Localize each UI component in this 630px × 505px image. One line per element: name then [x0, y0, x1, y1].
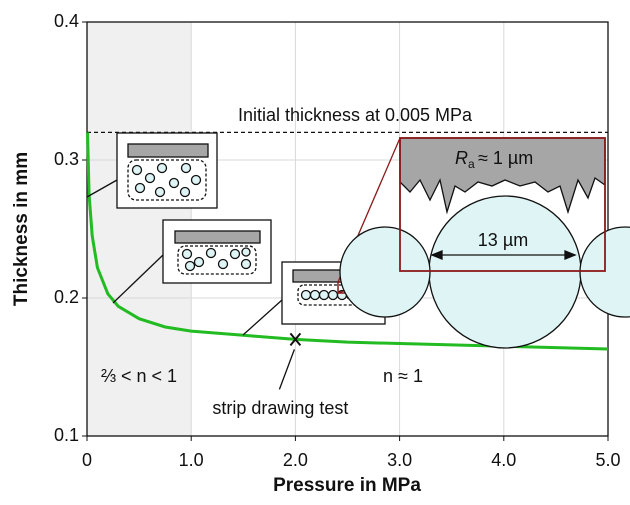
particle	[428, 195, 582, 349]
x-tick-label: 5.0	[595, 450, 620, 470]
leader-line	[242, 299, 283, 336]
sample	[177, 245, 257, 275]
marker-label: strip drawing test	[212, 398, 348, 418]
ra-subscript: a	[468, 157, 475, 171]
y-tick-label: 0.4	[54, 11, 79, 31]
marker-leader	[278, 349, 296, 390]
region-label: ⅔ < n < 1	[101, 366, 177, 386]
reference-label: Initial thickness at 0.005 MPa	[238, 105, 473, 125]
y-tick-label: 0.3	[54, 149, 79, 169]
y-axis-title: Thickness in mm	[11, 152, 32, 306]
rough-surface	[399, 137, 606, 215]
insets	[86, 132, 630, 349]
dimension-arrows	[430, 250, 577, 260]
x-tick-label: 4.0	[491, 450, 516, 470]
y-tick-label: 0.1	[54, 425, 79, 445]
x-tick-label: 3.0	[387, 450, 412, 470]
particles	[181, 247, 252, 272]
sample	[127, 159, 207, 201]
zoom-box	[399, 137, 606, 272]
particle	[339, 226, 431, 318]
ra-text: ≈ 1 µm	[478, 148, 533, 168]
x-tick-label: 2.0	[283, 450, 308, 470]
region-label: n ≈ 1	[383, 366, 423, 386]
leader-line	[86, 179, 118, 198]
particle	[579, 226, 630, 318]
test-marker	[289, 332, 302, 347]
plate	[127, 143, 209, 158]
thickness-curve	[86, 132, 609, 351]
plot-frame	[86, 21, 609, 437]
y-tick-label: 0.2	[54, 287, 79, 307]
x-axis-title: Pressure in MPa	[273, 475, 421, 496]
ra-symbol: R	[455, 148, 468, 168]
x-tick-label: 1.0	[179, 450, 204, 470]
x-tick-label: 0	[82, 450, 92, 470]
plate	[174, 230, 261, 244]
particles	[131, 162, 202, 198]
leader-line	[112, 254, 164, 304]
width-label: 13 µm	[478, 230, 528, 250]
